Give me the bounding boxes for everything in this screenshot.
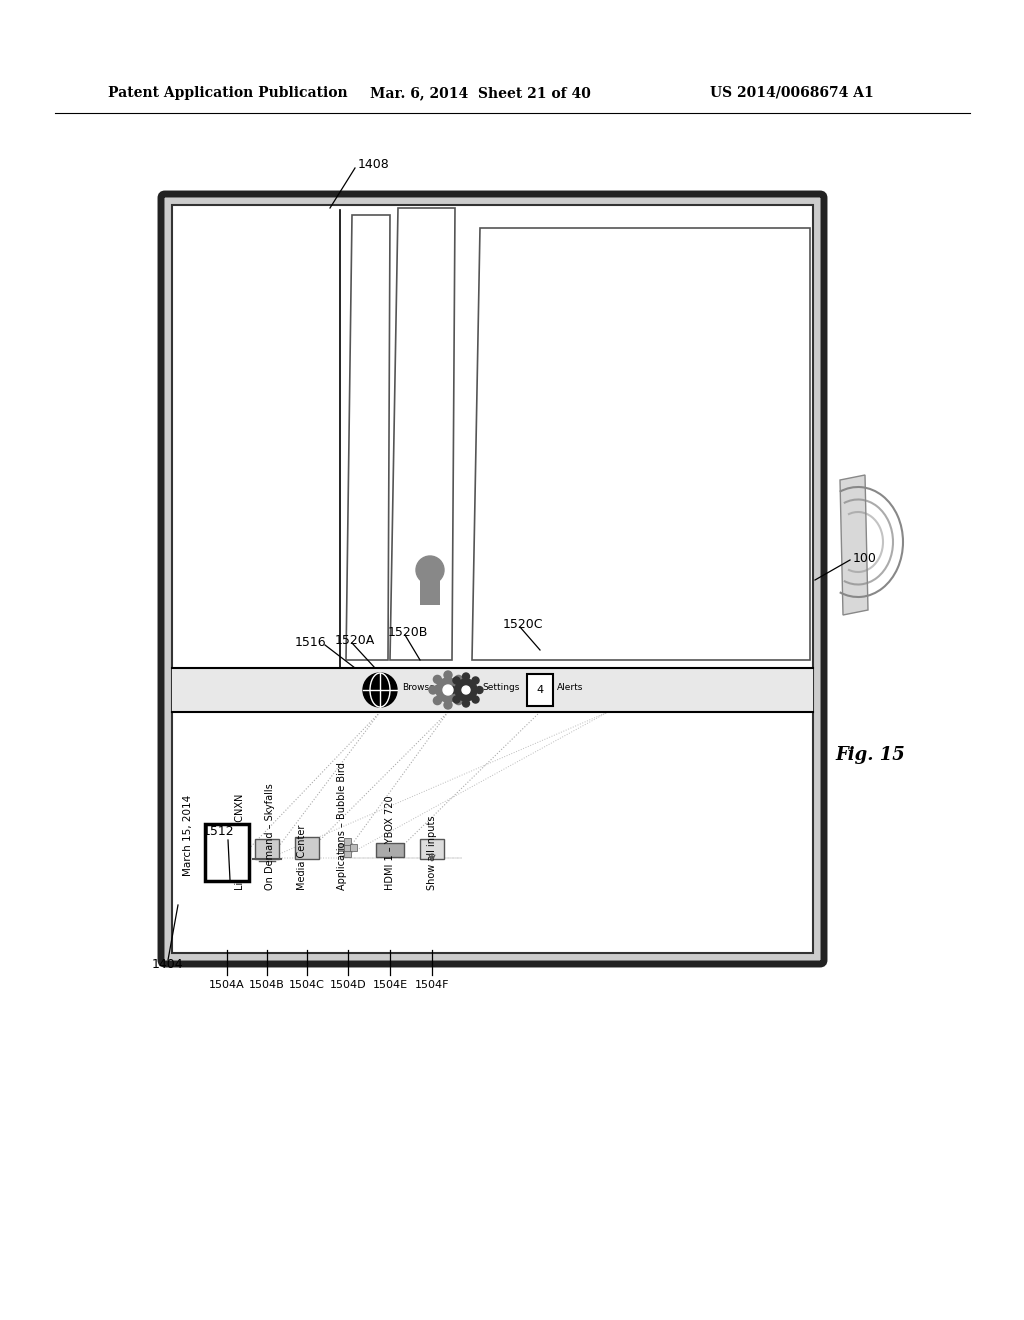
Circle shape	[444, 701, 452, 709]
Text: March 15, 2014: March 15, 2014	[183, 795, 193, 875]
Text: 1504E: 1504E	[373, 979, 408, 990]
Circle shape	[463, 700, 469, 708]
Text: Show all inputs: Show all inputs	[427, 816, 437, 890]
FancyBboxPatch shape	[205, 824, 249, 880]
Bar	[338, 843, 345, 851]
Text: 1512: 1512	[202, 825, 233, 838]
Text: Live TV – 801 CNXN: Live TV – 801 CNXN	[234, 793, 245, 890]
Circle shape	[455, 676, 463, 684]
Text: 1504D: 1504D	[330, 979, 367, 990]
Circle shape	[449, 686, 456, 693]
Text: On Demand – Skyfalls: On Demand – Skyfalls	[265, 783, 275, 890]
Bar	[350, 843, 357, 851]
Text: Browser: Browser	[402, 684, 438, 693]
Text: 1516: 1516	[295, 636, 327, 649]
Circle shape	[453, 677, 460, 684]
FancyBboxPatch shape	[161, 194, 824, 964]
Circle shape	[443, 685, 453, 696]
Bar	[295, 837, 319, 859]
Text: 1504C: 1504C	[289, 979, 325, 990]
Bar	[344, 850, 351, 857]
Bar	[420, 840, 444, 859]
Text: Fig. 15: Fig. 15	[835, 746, 905, 764]
Polygon shape	[840, 475, 868, 615]
Circle shape	[436, 678, 460, 702]
Text: 1404: 1404	[152, 958, 183, 972]
Text: 100: 100	[853, 552, 877, 565]
Text: Applications – Bubble Bird: Applications – Bubble Bird	[337, 762, 347, 890]
Circle shape	[476, 686, 483, 693]
Circle shape	[455, 697, 463, 705]
Bar	[255, 840, 279, 859]
Polygon shape	[390, 209, 455, 660]
Bar	[420, 577, 440, 605]
Text: 1504B: 1504B	[249, 979, 285, 990]
Circle shape	[462, 686, 470, 694]
Text: Alerts: Alerts	[557, 684, 584, 693]
Circle shape	[472, 677, 479, 684]
Circle shape	[472, 696, 479, 704]
Circle shape	[433, 676, 441, 684]
Circle shape	[416, 556, 444, 583]
Text: Settings: Settings	[482, 684, 519, 693]
Circle shape	[429, 686, 437, 694]
Text: 1520A: 1520A	[335, 634, 375, 647]
Text: Mar. 6, 2014  Sheet 21 of 40: Mar. 6, 2014 Sheet 21 of 40	[370, 86, 591, 100]
Text: 1520C: 1520C	[503, 619, 544, 631]
Text: Media Center: Media Center	[297, 825, 307, 890]
Polygon shape	[346, 215, 390, 660]
Text: 1520B: 1520B	[388, 627, 428, 639]
Circle shape	[463, 673, 469, 680]
Text: 1408: 1408	[358, 158, 390, 172]
Text: 1504F: 1504F	[415, 979, 450, 990]
Text: HDMI 1 – YBOX 720: HDMI 1 – YBOX 720	[385, 796, 395, 890]
Bar	[172, 668, 813, 711]
Bar	[344, 838, 351, 845]
Bar	[376, 843, 404, 857]
Bar	[213, 837, 241, 861]
Circle shape	[453, 696, 460, 704]
Circle shape	[444, 671, 452, 678]
Circle shape	[459, 686, 467, 694]
Text: 4: 4	[537, 685, 544, 696]
Text: 1504A: 1504A	[209, 979, 245, 990]
Text: US 2014/0068674 A1: US 2014/0068674 A1	[710, 86, 873, 100]
Bar	[172, 205, 813, 953]
Bar	[527, 675, 553, 706]
Circle shape	[455, 678, 477, 701]
Text: Patent Application Publication: Patent Application Publication	[108, 86, 347, 100]
Bar	[344, 843, 351, 851]
Polygon shape	[472, 228, 810, 660]
Circle shape	[362, 673, 397, 708]
Circle shape	[433, 697, 441, 705]
